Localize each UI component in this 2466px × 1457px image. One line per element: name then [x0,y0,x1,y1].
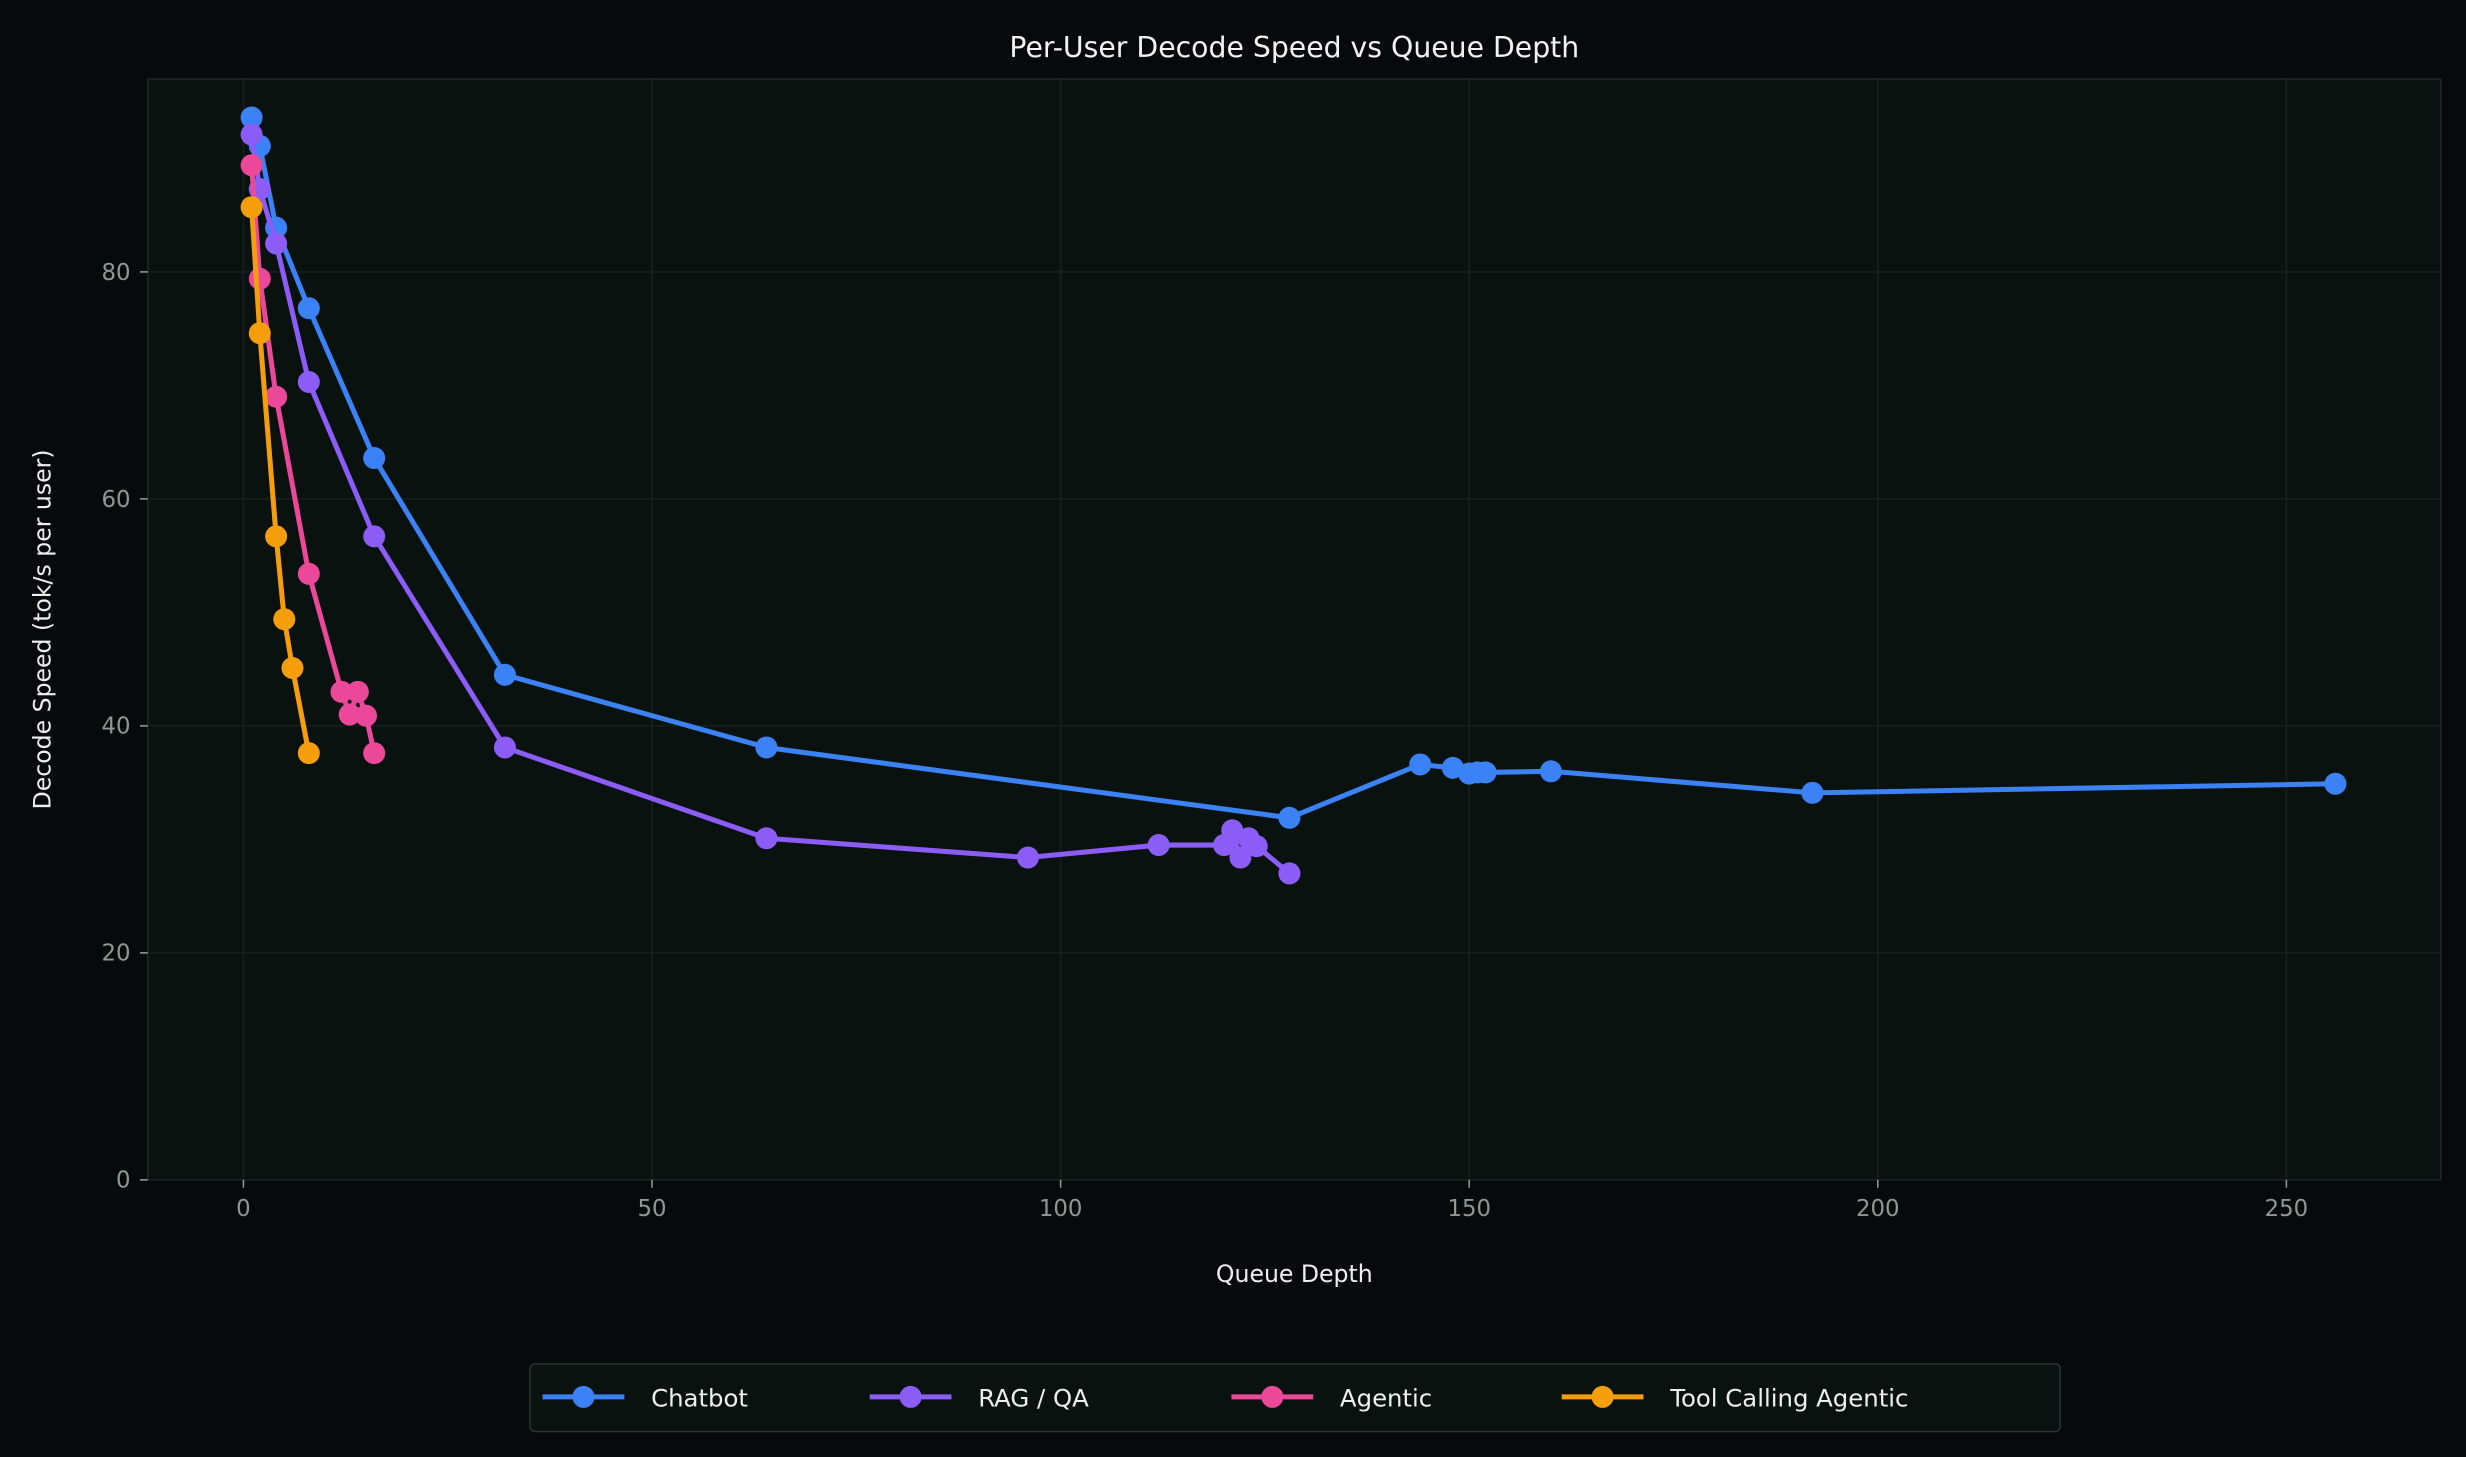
legend-label: Chatbot [651,1383,748,1412]
series-chatbot [240,106,2347,829]
data-point [363,447,386,470]
x-tick-label: 150 [1447,1196,1491,1222]
data-point [755,827,778,850]
data-point [1278,806,1301,829]
data-point [1221,819,1244,842]
data-point [1801,781,1824,804]
x-tick-label: 50 [638,1196,667,1222]
data-point [1409,753,1432,776]
data-point [1245,835,1268,858]
plot-area [147,78,2442,1181]
data-point [240,123,263,146]
data-point [338,703,361,726]
y-tick-label: 0 [116,1168,131,1194]
data-point [240,196,263,219]
legend-label: Agentic [1340,1383,1432,1412]
data-point [1147,834,1170,857]
data-point [346,680,369,703]
chart-title: Per-User Decode Speed vs Queue Depth [1009,31,1579,64]
x-tick-label: 250 [2265,1196,2309,1222]
data-point [273,608,296,631]
data-point [1474,761,1497,784]
data-point [281,656,304,680]
data-point [363,742,386,765]
x-tick-label: 200 [1856,1196,1900,1222]
data-point [297,297,320,320]
data-point [2324,772,2347,795]
series-line [249,116,2336,821]
y-tick-label: 40 [102,714,131,740]
x-tick-label: 100 [1039,1196,1083,1222]
data-point [1229,846,1252,869]
data-point [355,704,378,727]
legend-marker [1261,1385,1284,1408]
y-tick-label: 80 [102,260,131,286]
data-point [1539,760,1562,783]
ticks: 0 50 100 150 200 250 0 20 40 60 80 [102,260,2309,1222]
data-point [297,742,320,765]
y-tick-label: 60 [102,487,131,513]
data-point [297,370,320,394]
y-tick-label: 20 [102,941,131,967]
series-tool-calling-agentic [240,196,320,765]
data-point [493,736,516,759]
legend-marker [1591,1385,1614,1408]
data-point [755,736,778,759]
legend-marker [572,1385,595,1408]
data-point [1016,846,1039,869]
data-point [1278,862,1301,885]
legend: Chatbot RAG / QA Agentic Tool Calling Agent… [529,1363,2062,1433]
data-point [363,525,386,548]
legend-label: RAG / QA [978,1383,1089,1412]
x-axis-label: Queue Depth [1216,1260,1373,1288]
data-point [265,385,288,408]
x-tick-label: 0 [236,1196,251,1222]
data-point [240,106,263,129]
series-group [240,106,2347,885]
data-point [297,562,320,585]
data-point [248,267,271,290]
legend-marker [899,1385,922,1408]
data-point [265,525,288,548]
data-point [248,322,271,345]
data-point [493,663,516,686]
series-agentic [240,154,386,765]
grid [147,78,2441,1181]
legend-label: Tool Calling Agentic [1669,1383,1908,1412]
data-point [240,154,263,177]
data-point [330,680,353,703]
data-point [265,232,288,255]
y-axis-label: Decode Speed (tok/s per user) [28,449,56,809]
series-line [249,207,312,754]
